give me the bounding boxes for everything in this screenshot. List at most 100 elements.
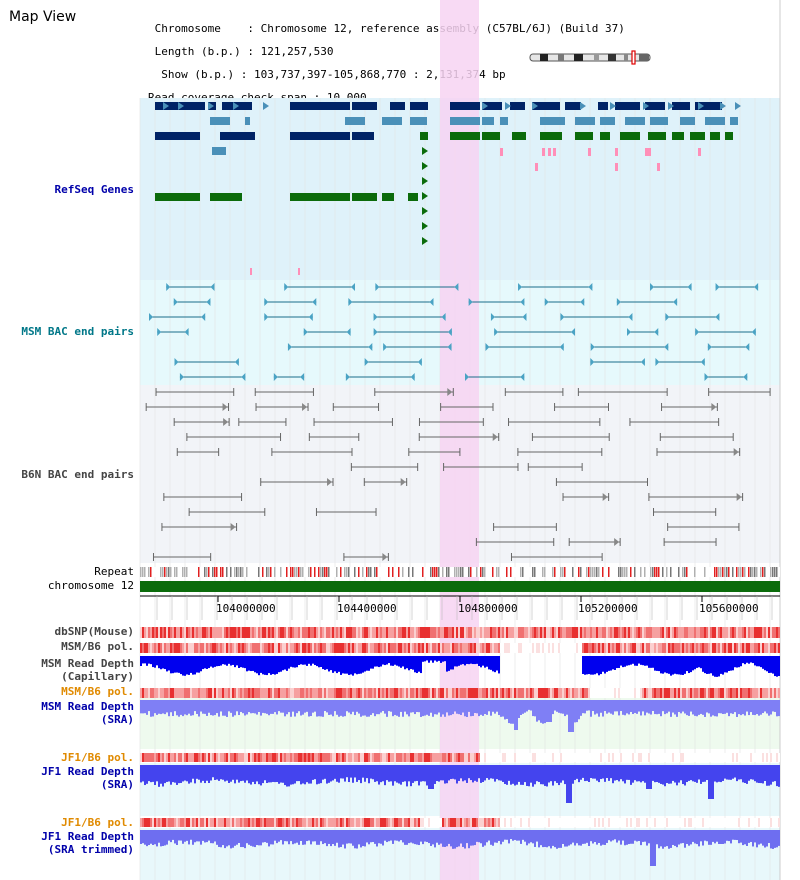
repeat-track-bar[interactable] [140, 567, 780, 577]
heat-cell [636, 643, 638, 653]
heat-cell [664, 753, 666, 762]
bac-end [580, 298, 585, 306]
depth-bar [414, 765, 416, 782]
repeat-mark [754, 567, 756, 577]
heat-cell [676, 643, 678, 653]
heat-cell [374, 753, 376, 762]
depth-bar [700, 830, 702, 842]
track-label-jf1-pol-1[interactable]: JF1/B6 pol. [61, 751, 134, 764]
depth-bar [328, 656, 330, 672]
repeat-mark [436, 567, 438, 577]
depth-bar [228, 700, 230, 712]
heat-cell [204, 818, 206, 827]
depth-bar [452, 700, 454, 715]
depth-bar [628, 830, 630, 845]
heat-cell [684, 643, 686, 653]
msm-bac-pair-glyphs[interactable] [149, 283, 759, 381]
depth-bar [182, 765, 184, 782]
depth-bar [596, 765, 598, 781]
depth-bar [386, 830, 388, 843]
depth-bar [336, 656, 338, 674]
track-label-dbsnp[interactable]: dbSNP(Mouse) [54, 625, 134, 638]
heat-cell [394, 627, 396, 638]
heat-cell [544, 753, 546, 762]
heat-cell [656, 753, 658, 762]
bac-end [234, 358, 239, 366]
heat-cell [568, 688, 570, 698]
heat-cell [466, 643, 468, 653]
depth-bar [554, 765, 556, 782]
heat-cell [312, 753, 314, 762]
refseq-gene-glyphs[interactable] [155, 102, 741, 275]
depth-bar [164, 830, 166, 846]
heat-cell [760, 688, 762, 698]
heat-cell [176, 688, 178, 698]
track-label-msm-depth-capillary[interactable]: MSM Read Depth [41, 657, 134, 670]
depth-bar [436, 656, 438, 662]
bac-end [571, 328, 576, 336]
depth-bar [180, 765, 182, 783]
track-label-msm-b6-pol-1[interactable]: MSM/B6 pol. [61, 640, 134, 653]
track-label-b6n-bac[interactable]: B6N BAC end pairs [21, 468, 134, 481]
heat-cell [638, 818, 640, 827]
heat-cell [470, 818, 472, 827]
depth-bar [610, 765, 612, 779]
depth-bar [186, 830, 188, 841]
heat-cell [566, 753, 568, 762]
heat-cell [588, 753, 590, 762]
heat-cell [268, 753, 270, 762]
track-label-msm-b6-pol-2[interactable]: MSM/B6 pol. [61, 685, 134, 698]
heat-cell [594, 627, 596, 638]
heat-cell [190, 643, 192, 653]
highlight-region[interactable] [440, 0, 479, 880]
depth-bar [332, 765, 334, 781]
track-label-msm-bac[interactable]: MSM BAC end pairs [21, 325, 134, 338]
heat-cell [602, 818, 604, 827]
heat-cell [616, 753, 618, 762]
repeat-mark [578, 567, 580, 577]
heat-cell [466, 753, 468, 762]
track-label-jf1-depth-sra[interactable]: JF1 Read Depth [41, 765, 134, 778]
polymorphism-heat-tracks[interactable] [140, 627, 780, 827]
heat-cell [396, 818, 398, 827]
depth-bar [568, 765, 570, 803]
depth-bar [208, 700, 210, 713]
heat-cell [346, 643, 348, 653]
depth-bar [286, 830, 288, 842]
track-label-jf1-depth-trimmed[interactable]: JF1 Read Depth [41, 830, 134, 843]
depth-bar [556, 830, 558, 849]
heat-cell [170, 627, 172, 638]
heat-cell [348, 688, 350, 698]
heat-cell [214, 643, 216, 653]
track-label-chromosome[interactable]: chromosome 12 [47, 579, 134, 592]
depth-bar [232, 830, 234, 848]
depth-bar [640, 830, 642, 846]
b6n-bac-pair-glyphs[interactable] [145, 388, 771, 561]
depth-bar [142, 700, 144, 714]
chromosome-ideogram[interactable] [529, 50, 651, 65]
depth-bar [518, 765, 520, 782]
read-depth-tracks[interactable] [140, 656, 780, 866]
repeat-mark [572, 567, 574, 577]
heat-cell [296, 643, 298, 653]
track-label-jf1-pol-2[interactable]: JF1/B6 pol. [61, 816, 134, 829]
heat-cell [286, 627, 288, 638]
track-label-refseq[interactable]: RefSeq Genes [54, 183, 134, 196]
heat-cell [368, 753, 370, 762]
depth-bar [208, 765, 210, 784]
heat-cell [520, 688, 522, 698]
track-label-msm-depth-sra[interactable]: MSM Read Depth [41, 700, 134, 713]
depth-bar [192, 830, 194, 845]
map-view-title: Map View [9, 9, 77, 25]
depth-bar [310, 656, 312, 666]
depth-bar [386, 700, 388, 717]
heat-cell [310, 627, 312, 638]
depth-bar [680, 656, 682, 675]
heat-cell [442, 753, 444, 762]
chromosome-bar[interactable] [140, 581, 780, 592]
heat-cell [658, 627, 660, 638]
heat-cell [670, 753, 672, 762]
track-label-repeat[interactable]: Repeat [94, 565, 134, 578]
heat-cell [154, 753, 156, 762]
